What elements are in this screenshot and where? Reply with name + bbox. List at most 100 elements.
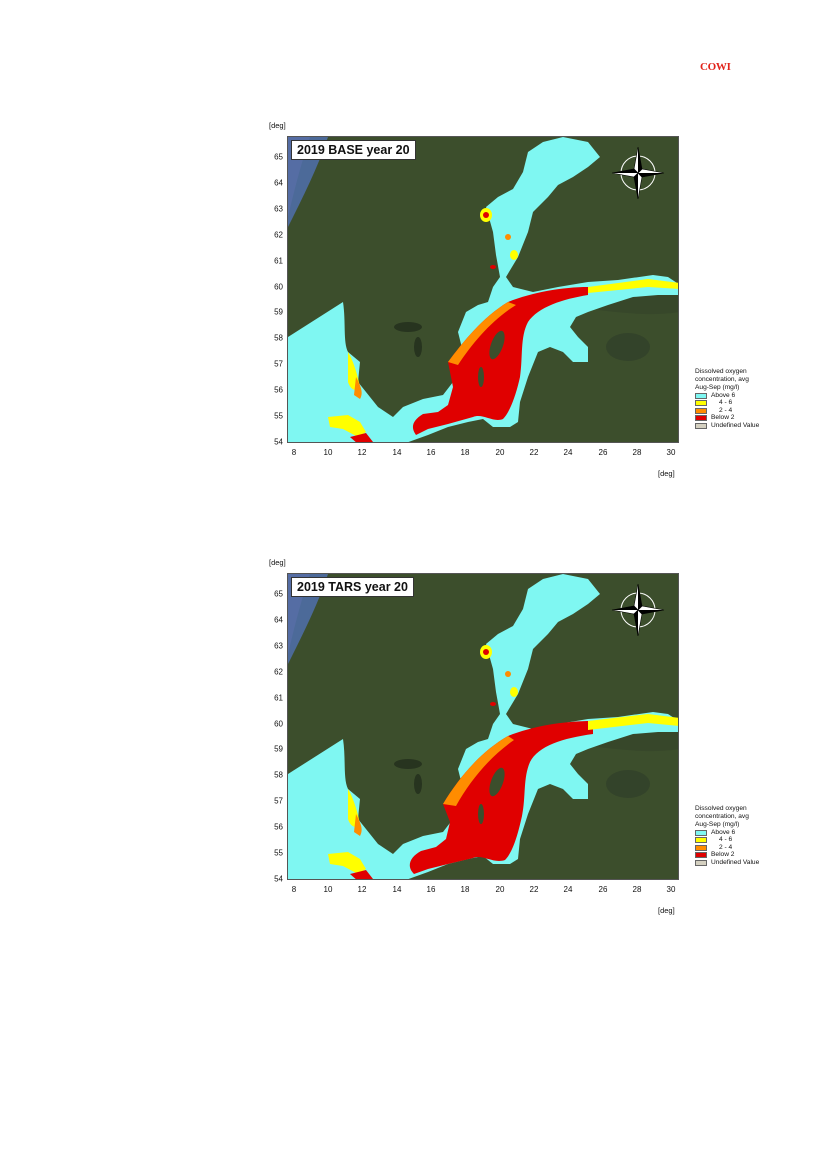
legend-label: Below 2	[711, 851, 735, 859]
gotland-island	[489, 330, 505, 360]
oland-island	[478, 804, 484, 824]
gulf-finland-moderate	[588, 714, 678, 730]
legend-label: Undefined Value	[711, 421, 760, 429]
map-panel: 2019 TARS year 20	[287, 573, 679, 880]
gotland-island	[489, 767, 505, 797]
x-tick-label: 28	[632, 885, 642, 894]
baltic-sea-map	[288, 574, 678, 879]
x-tick-label: 10	[323, 885, 333, 894]
legend-label: 2 - 4	[719, 406, 733, 414]
lake-vattern	[414, 337, 422, 357]
x-axis-labels: 8 10 12 14 16 18 20 22 24 26 28 30	[287, 448, 679, 460]
y-tick-label: 56	[274, 822, 283, 832]
oxygen-map-figure-base: [deg] 65 64 63 62 61 60 59 58 57 56 55 5…	[262, 118, 772, 478]
north-arrow-icon	[611, 146, 665, 200]
legend-label: Above 6	[711, 391, 736, 399]
map-legend: Dissolved oxygen concentration, avg Aug-…	[695, 805, 775, 867]
legend-item: 2 - 4	[695, 407, 775, 415]
x-tick-label: 18	[460, 885, 470, 894]
y-tick-label: 54	[274, 874, 283, 884]
legend-swatch	[695, 407, 707, 414]
x-tick-label: 24	[563, 448, 573, 457]
legend-label: Above 6	[711, 828, 736, 836]
baltic-sea-map	[288, 137, 678, 442]
legend-label: 4 - 6	[719, 836, 733, 844]
legend-title-line: concentration, avg	[695, 813, 749, 820]
x-tick-label: 18	[460, 448, 470, 457]
x-tick-label: 22	[529, 448, 539, 457]
hypoxic-zone-below-2	[409, 721, 593, 874]
x-tick-label: 12	[357, 448, 367, 457]
legend-swatch	[695, 837, 707, 844]
lake-vanern	[394, 322, 422, 332]
x-tick-label: 30	[666, 885, 676, 894]
y-tick-label: 65	[274, 589, 283, 599]
legend-item: Above 6	[695, 829, 775, 837]
y-tick-label: 57	[274, 359, 283, 369]
legend-swatch	[695, 392, 707, 399]
map-panel: 2019 BASE year 20	[287, 136, 679, 443]
x-tick-label: 8	[291, 885, 297, 894]
x-axis-labels: 8 10 12 14 16 18 20 22 24 26 28 30	[287, 885, 679, 897]
legend-item: Undefined Value	[695, 422, 775, 430]
y-tick-label: 61	[274, 693, 283, 703]
legend-item: 2 - 4	[695, 844, 775, 852]
x-tick-label: 10	[323, 448, 333, 457]
y-tick-label: 57	[274, 796, 283, 806]
y-axis-unit: [deg]	[269, 558, 286, 567]
legend-label: 4 - 6	[719, 399, 733, 407]
lake-vanern	[394, 759, 422, 769]
legend-item: Below 2	[695, 851, 775, 860]
y-tick-label: 64	[274, 615, 283, 625]
x-tick-label: 26	[598, 885, 608, 894]
y-tick-label: 62	[274, 230, 283, 240]
gulf-finland-moderate	[588, 279, 678, 293]
legend-item: 4 - 6	[695, 836, 775, 845]
x-axis-unit: [deg]	[658, 469, 675, 478]
x-tick-label: 16	[426, 885, 436, 894]
x-tick-label: 22	[529, 885, 539, 894]
y-tick-label: 63	[274, 204, 283, 214]
y-tick-label: 63	[274, 641, 283, 651]
y-tick-label: 64	[274, 178, 283, 188]
y-axis-labels: 65 64 63 62 61 60 59 58 57 56 55 54	[262, 136, 286, 447]
legend-swatch	[695, 859, 707, 866]
legend-swatch	[695, 415, 707, 422]
x-tick-label: 30	[666, 448, 676, 457]
y-tick-label: 59	[274, 307, 283, 317]
legend-swatch	[695, 829, 707, 836]
legend-item: Below 2	[695, 414, 775, 423]
oland-island	[478, 367, 484, 387]
oxygen-map-figure-tars: [deg] 65 64 63 62 61 60 59 58 57 56 55 5…	[262, 555, 772, 915]
y-tick-label: 55	[274, 411, 283, 421]
y-tick-label: 61	[274, 256, 283, 266]
legend-label: Undefined Value	[711, 858, 760, 866]
x-tick-label: 26	[598, 448, 608, 457]
legend-swatch	[695, 852, 707, 859]
y-tick-label: 55	[274, 848, 283, 858]
y-tick-label: 54	[274, 437, 283, 447]
x-tick-label: 12	[357, 885, 367, 894]
y-tick-label: 62	[274, 667, 283, 677]
x-tick-label: 16	[426, 448, 436, 457]
x-tick-label: 8	[291, 448, 297, 457]
x-axis-unit: [deg]	[658, 906, 675, 915]
x-tick-label: 28	[632, 448, 642, 457]
legend-swatch	[695, 400, 707, 407]
legend-title-line: concentration, avg	[695, 376, 749, 383]
x-tick-label: 20	[495, 448, 505, 457]
y-tick-label: 58	[274, 333, 283, 343]
x-tick-label: 24	[563, 885, 573, 894]
y-tick-label: 65	[274, 152, 283, 162]
legend-title-line: Aug-Sep (mg/l)	[695, 384, 740, 391]
legend-item: Undefined Value	[695, 859, 775, 867]
x-tick-label: 14	[392, 885, 402, 894]
legend-swatch	[695, 422, 707, 429]
y-tick-label: 59	[274, 744, 283, 754]
y-tick-label: 60	[274, 719, 283, 729]
x-tick-label: 20	[495, 885, 505, 894]
belt-sea-moderate	[328, 852, 366, 874]
map-title: 2019 BASE year 20	[291, 140, 416, 160]
belt-sea-moderate	[328, 415, 366, 437]
legend-label: 2 - 4	[719, 843, 733, 851]
